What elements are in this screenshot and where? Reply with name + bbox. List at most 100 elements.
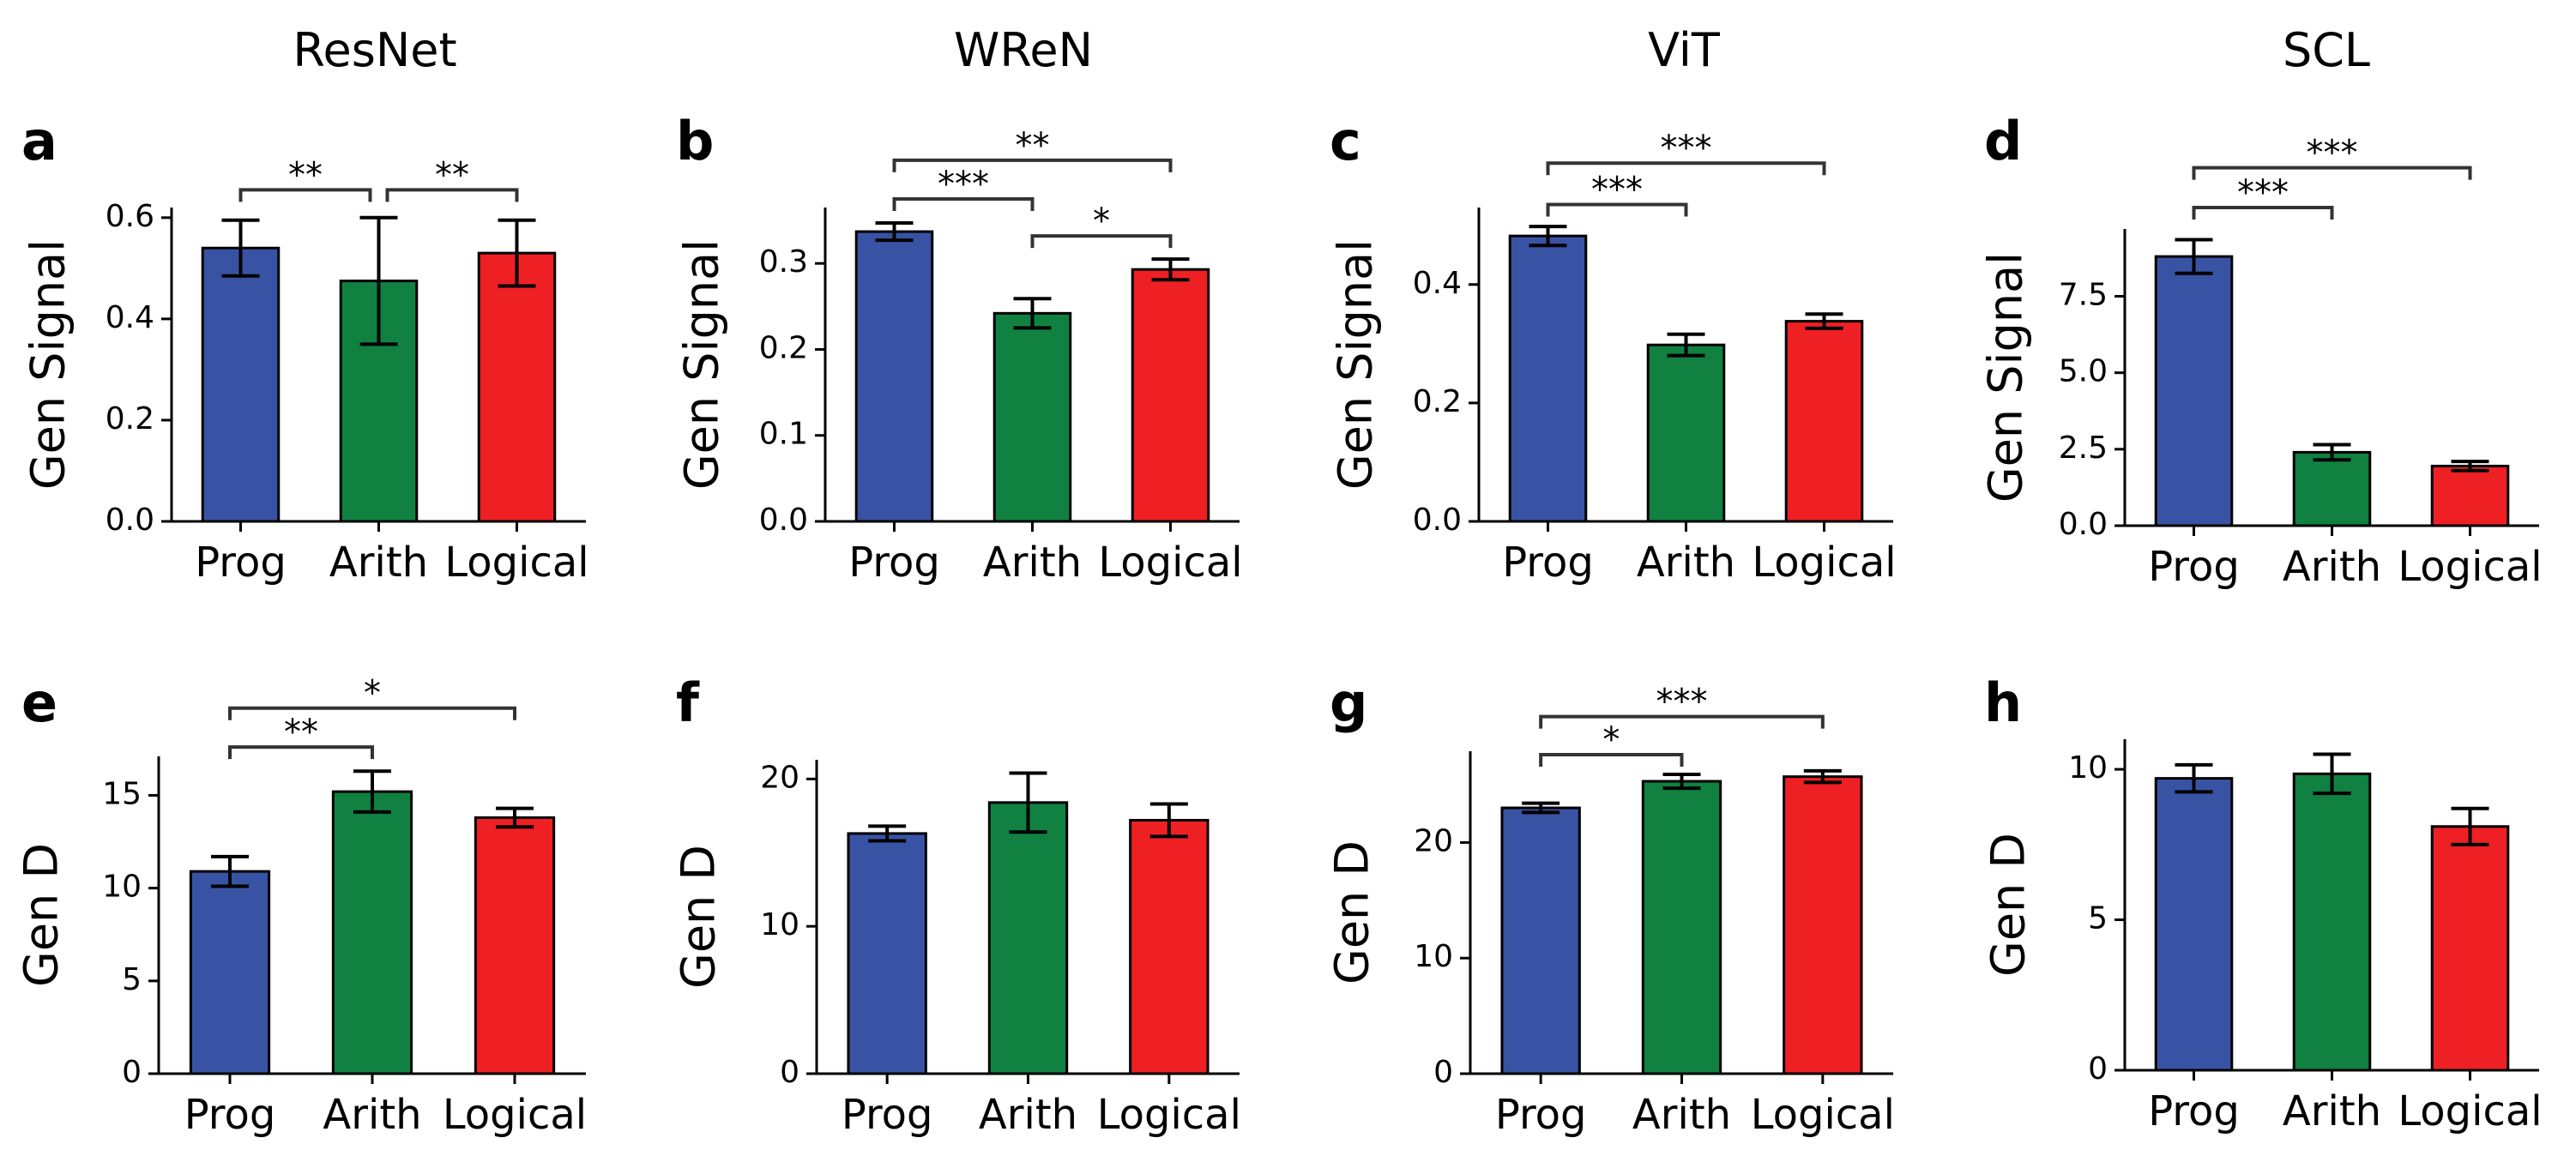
bar-logical (2430, 464, 2510, 527)
bar-logical (1131, 268, 1210, 523)
column-title-resnet: ResNet (293, 23, 456, 77)
bar-arith (1646, 343, 1726, 523)
x-tick-label-arith: Arith (329, 539, 428, 587)
bar-logical (477, 251, 557, 523)
y-axis-label: Gen Signal (21, 239, 75, 490)
x-tick-label-prog: Prog (848, 539, 940, 587)
significance-label: ** (435, 155, 469, 195)
panel-letter-h: h (1984, 671, 2022, 734)
x-tick-label-prog: Prog (1495, 1091, 1587, 1139)
x-tick-label-arith: Arith (1632, 1091, 1731, 1139)
y-tick-label: 0.1 (759, 417, 808, 452)
significance-bracket (2192, 206, 2334, 220)
column-title-scl: SCL (2283, 23, 2370, 77)
bar-arith (1641, 780, 1722, 1075)
bar-prog (1500, 806, 1581, 1075)
x-tick-label-arith: Arith (983, 539, 1082, 587)
significance-label: * (1093, 202, 1110, 241)
panel-a: a Gen Signal Prog Arith Logical 0.0 0.2 0.4 0.6 *… (21, 110, 589, 587)
significance-bracket (892, 196, 1035, 211)
panel-f: f Gen D Prog Arith Logical 0 10 20 (672, 671, 1241, 1139)
x-tick-label-logical: Logical (1098, 539, 1242, 587)
y-tick-label: 0 (1433, 1055, 1453, 1090)
y-tick-label: 15 (102, 776, 142, 811)
y-tick-label: 0.2 (1413, 384, 1462, 419)
significance-label: *** (1661, 129, 1712, 168)
panel-letter-b: b (676, 110, 714, 172)
y-tick-label: 20 (760, 760, 799, 795)
significance-bracket (228, 706, 516, 720)
bar-prog (2154, 255, 2234, 527)
x-tick-label-logical: Logical (1752, 539, 1896, 587)
bar-arith (2292, 772, 2372, 1072)
x-tick-label-prog: Prog (1502, 539, 1594, 587)
panel-letter-d: d (1984, 110, 2022, 172)
y-tick-label: 0.0 (1413, 503, 1462, 538)
y-axis-label: Gen D (672, 845, 726, 989)
panel-letter-c: c (1330, 110, 1361, 172)
panel-c: c Gen Signal Prog Arith Logical 0.0 0.2 0.4 *** *… (1329, 110, 1897, 587)
bar-logical (1783, 775, 1863, 1075)
column-title-vit: ViT (1648, 23, 1721, 77)
panels: a Gen Signal Prog Arith Logical 0.0 0.2 0.4 0.6 *… (15, 110, 2543, 1139)
panel-letter-g: g (1330, 671, 1367, 734)
panel-letter-f: f (676, 671, 700, 734)
y-tick-label: 0.6 (106, 199, 154, 234)
bar-arith (2292, 450, 2372, 527)
significance-bracket (1546, 161, 1826, 176)
panel-d: d Gen Signal Prog Arith Logical 0.0 2.5 5.0 7.5 *… (1979, 110, 2543, 591)
y-tick-label: 0.3 (759, 244, 808, 280)
y-tick-label: 0.2 (106, 401, 154, 437)
significance-bracket (385, 188, 519, 202)
significance-label: *** (938, 165, 989, 204)
y-tick-label: 0.4 (1413, 266, 1462, 301)
significance-bracket (2192, 166, 2472, 180)
significance-bracket (1546, 202, 1688, 217)
x-tick-label-logical: Logical (444, 539, 588, 587)
x-tick-label-prog: Prog (195, 539, 287, 587)
y-tick-label: 20 (1414, 823, 1453, 858)
y-tick-label: 0.0 (759, 503, 808, 538)
y-tick-label: 0 (122, 1055, 142, 1090)
significance-label: *** (2237, 173, 2289, 213)
bar-arith (987, 801, 1069, 1075)
x-tick-label-logical: Logical (2398, 543, 2542, 591)
x-tick-label-prog: Prog (842, 1091, 933, 1139)
panel-h: h Gen D Prog Arith Logical 0 5 10 (1982, 671, 2543, 1135)
y-axis-label: Gen Signal (1979, 252, 2033, 503)
bar-prog (189, 870, 271, 1075)
x-tick-label-prog: Prog (2148, 543, 2240, 591)
y-axis-label: Gen Signal (675, 239, 729, 490)
significance-bracket (1539, 714, 1825, 729)
x-tick-label-logical: Logical (443, 1091, 587, 1139)
significance-bracket (892, 158, 1173, 172)
y-tick-label: 5 (122, 962, 142, 997)
panel-letter-e: e (21, 671, 57, 734)
significance-label: *** (1591, 171, 1643, 210)
y-tick-label: 10 (1414, 939, 1453, 974)
y-tick-label: 0.0 (2059, 507, 2108, 542)
column-title-wren: WReN (954, 23, 1093, 77)
bar-prog (201, 246, 281, 523)
bar-prog (2154, 777, 2234, 1072)
bar-logical (2430, 825, 2510, 1072)
significance-bracket (1539, 753, 1684, 768)
x-tick-label-arith: Arith (1637, 539, 1735, 587)
panel-letter-a: a (21, 110, 57, 172)
bar-arith (992, 311, 1072, 523)
bar-prog (1508, 234, 1588, 523)
y-tick-label: 0.0 (106, 503, 154, 538)
y-tick-label: 10 (2068, 750, 2108, 786)
significance-label: * (364, 674, 381, 713)
y-axis-label: Gen D (15, 843, 69, 987)
significance-label: ** (1016, 126, 1050, 166)
panel-b: b Gen Signal Prog Arith Logical 0.0 0.1 0.2 0.3 *… (675, 110, 1243, 587)
significance-bracket (228, 745, 374, 760)
y-axis-label: Gen Signal (1329, 239, 1383, 490)
x-tick-label-arith: Arith (323, 1091, 421, 1139)
x-tick-label-prog: Prog (184, 1091, 276, 1139)
bar-logical (1129, 818, 1210, 1075)
